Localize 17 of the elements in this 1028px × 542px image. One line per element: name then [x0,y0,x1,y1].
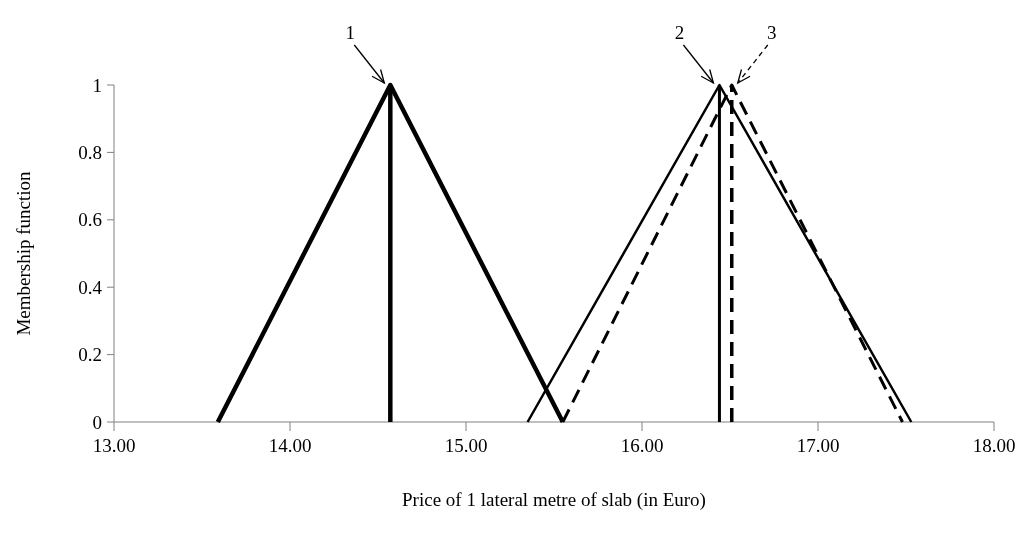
x-tick-label: 13.00 [92,435,136,456]
y-tick-label: 0.2 [78,344,102,366]
y-tick-label: 0.6 [78,209,102,231]
y-tick-label: 1 [92,74,102,96]
y-tick-label: 0.4 [78,276,103,298]
annotation: 1 [345,22,356,43]
x-tick-label: 17.00 [796,435,840,456]
x-tick-label: 16.00 [620,435,664,456]
y-tick-label: 0.8 [78,142,102,164]
annotation: 3 [767,22,777,43]
x-tick-label: 14.00 [268,435,312,456]
x-tick-label: 15.00 [444,435,488,456]
y-tick-label: 0 [92,411,102,433]
x-tick-label: 18.00 [972,435,1016,456]
y-axis-title: Membership function [13,170,34,336]
annotation: 2 [674,22,685,43]
x-axis-title: Price of 1 lateral metre of slab (in Euro) [402,489,706,511]
